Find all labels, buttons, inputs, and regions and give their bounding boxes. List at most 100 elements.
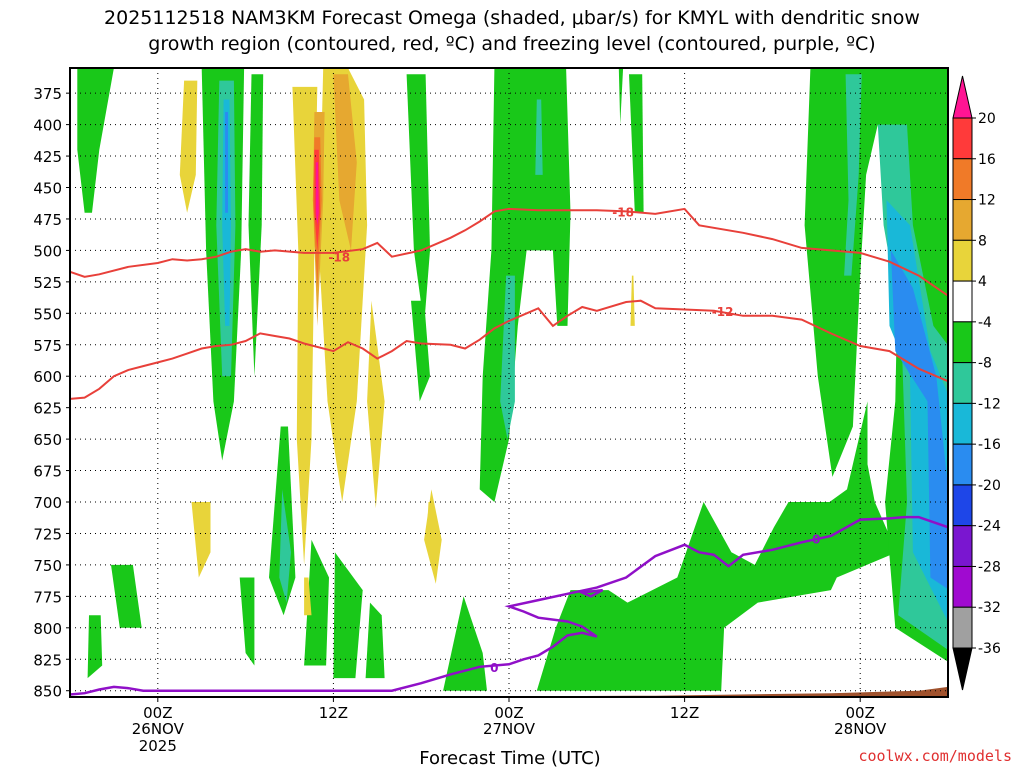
x-tick-year-0: 2025 <box>139 737 177 755</box>
freezing-label-left: 0 <box>490 661 498 675</box>
colorbar-label-7: -12 <box>978 396 1001 412</box>
colorbar-box-0 <box>952 117 973 160</box>
omega-region-31 <box>629 74 644 213</box>
omega-region-22 <box>406 74 430 326</box>
y-tick-label-13: 700 <box>33 494 62 512</box>
omega-region-37 <box>890 250 948 590</box>
omega-region-1 <box>179 80 198 213</box>
omega-region-5 <box>225 112 228 213</box>
chart-title: 2025112518 NAM3KM Forecast Omega (shaded… <box>104 7 920 55</box>
colorbar-bottom-arrow <box>952 647 973 691</box>
omega-region-19 <box>304 539 329 666</box>
y-axis: 375 400 425 450 475 500 525 550 575 600 625 650 675 7… <box>33 85 70 701</box>
omega-region-16 <box>239 577 255 666</box>
y-tick-label-9: 600 <box>33 368 62 386</box>
colorbar-box-10 <box>952 525 973 567</box>
y-tick-label-2: 425 <box>33 148 62 166</box>
colorbar-label-2: 12 <box>978 193 996 209</box>
y-tick-label-6: 525 <box>33 274 62 292</box>
dgz-lower-contour <box>70 299 948 400</box>
omega-region-38 <box>951 68 963 81</box>
y-tick-label-7: 550 <box>33 305 62 323</box>
colorbar-label-8: -16 <box>978 437 1001 453</box>
colorbar-label-1: 16 <box>978 152 996 168</box>
colorbar-label-0: 20 <box>978 111 996 127</box>
omega-region-12 <box>315 162 319 226</box>
colorbar-box-8 <box>952 443 973 486</box>
omega-region-14 <box>367 300 385 509</box>
omega-region-0 <box>77 68 114 213</box>
x-tick-label-4: 00Z <box>846 704 875 722</box>
contour-lines: -18 -18 -12 0 0 <box>70 205 948 696</box>
y-tick-label-8: 575 <box>33 337 62 355</box>
colorbar-box-9 <box>952 484 973 527</box>
colorbar-box-1 <box>952 158 973 201</box>
freezing-loop <box>577 588 604 598</box>
omega-region-20 <box>333 552 363 679</box>
colorbar-box-11 <box>952 565 973 608</box>
colorbar-label-9: -20 <box>978 478 1001 494</box>
colorbar-label-13: -36 <box>978 641 1001 657</box>
omega-region-7 <box>292 86 318 565</box>
dgz-upper-right-label: -18 <box>612 205 634 219</box>
y-tick-label-5: 500 <box>33 242 62 260</box>
y-tick-label-10: 625 <box>33 400 62 418</box>
colorbar-box-3 <box>952 239 973 282</box>
x-tick-label-2: 00Z <box>494 704 523 722</box>
chart-title-line1: 2025112518 NAM3KM Forecast Omega (shaded… <box>104 7 920 29</box>
y-tick-label-15: 750 <box>33 557 62 575</box>
y-tick-label-12: 675 <box>33 463 62 481</box>
omega-region-42 <box>427 502 433 528</box>
omega-region-41 <box>304 577 312 616</box>
colorbar: 20 16 12 8 4 -4 -8 -12 -16 -20 -24 -28 -32 -36 <box>952 75 1001 691</box>
x-tick-date-4: 28NOV <box>834 720 887 738</box>
y-tick-label-16: 775 <box>33 588 62 606</box>
omega-region-6 <box>248 74 264 377</box>
dgz-upper-label: -18 <box>328 251 350 265</box>
colorbar-top-arrow <box>952 75 973 119</box>
x-tick-date-0: 26NOV <box>132 720 185 738</box>
y-tick-label-4: 475 <box>33 211 62 229</box>
chart-title-line2: growth region (contoured, red, ºC) and f… <box>148 33 875 55</box>
colorbar-box-7 <box>952 402 973 445</box>
y-tick-label-19: 850 <box>33 683 62 701</box>
x-tick-label-0: 00Z <box>143 704 172 722</box>
colorbar-box-2 <box>952 199 973 241</box>
y-tick-label-18: 825 <box>33 651 62 669</box>
colorbar-box-5 <box>952 321 973 364</box>
colorbar-label-5: -4 <box>978 315 992 331</box>
dgz-upper-contour <box>70 207 948 298</box>
omega-region-39 <box>87 615 103 679</box>
colorbar-label-12: -32 <box>978 600 1001 616</box>
y-tick-label-17: 800 <box>33 620 62 638</box>
omega-region-13 <box>333 74 357 251</box>
y-tick-label-0: 375 <box>33 85 62 103</box>
ground-surface <box>362 686 948 697</box>
colorbar-label-3: 8 <box>978 233 987 249</box>
omega-region-15 <box>191 502 211 578</box>
omega-region-32 <box>536 401 897 691</box>
y-tick-label-14: 725 <box>33 525 62 543</box>
y-tick-label-3: 450 <box>33 180 62 198</box>
colorbar-label-10: -24 <box>978 519 1001 535</box>
freezing-label-right: 0 <box>812 532 820 546</box>
colorbar-box-4 <box>952 280 973 323</box>
dgz-lower-label: -12 <box>712 305 734 319</box>
omega-region-18 <box>279 489 291 603</box>
omega-region-34 <box>844 74 862 276</box>
colorbar-label-11: -28 <box>978 559 1001 575</box>
x-tick-date-2: 27NOV <box>483 720 536 738</box>
colorbar-label-4: 4 <box>978 274 987 290</box>
credit-text: coolwx.com/models <box>858 747 1012 765</box>
y-tick-label-11: 650 <box>33 431 62 449</box>
x-tick-label-1: 12Z <box>319 704 348 722</box>
omega-region-29 <box>618 68 624 125</box>
colorbar-box-12 <box>952 606 973 649</box>
colorbar-label-6: -8 <box>978 356 992 372</box>
y-tick-label-1: 400 <box>33 117 62 135</box>
x-tick-label-3: 12Z <box>670 704 699 722</box>
omega-region-40 <box>111 564 142 628</box>
colorbar-box-6 <box>952 362 973 404</box>
